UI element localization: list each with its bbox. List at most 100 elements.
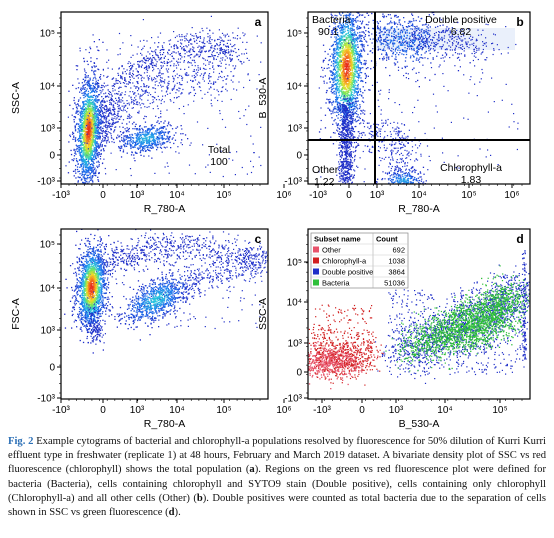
- event-dot: [86, 178, 88, 180]
- event-dot: [337, 32, 339, 34]
- event-dot: [329, 81, 331, 83]
- event-dot: [112, 114, 114, 116]
- event-dot: [191, 86, 193, 88]
- event-dot: [81, 163, 83, 165]
- event-dot: [75, 153, 77, 155]
- event-dot: [85, 166, 87, 169]
- event-dot: [128, 95, 130, 97]
- event-dot: [90, 146, 92, 148]
- event-dot: [148, 136, 150, 138]
- event-dot: [119, 135, 121, 137]
- event-dot: [94, 98, 96, 101]
- event-dot: [334, 23, 336, 25]
- event-dot: [95, 169, 97, 171]
- event-dot: [220, 62, 222, 64]
- event-dot: [197, 54, 199, 56]
- event-dot: [73, 116, 75, 118]
- event-dot: [83, 94, 86, 96]
- event-dot: [342, 73, 344, 75]
- event-dot: [67, 116, 69, 118]
- event-dot: [97, 153, 99, 156]
- event-dot: [90, 57, 92, 59]
- event-dot: [82, 105, 84, 107]
- event-dot: [74, 102, 76, 104]
- event-dot: [93, 104, 95, 106]
- event-dot: [87, 103, 89, 105]
- event-dot: [330, 136, 332, 138]
- event-dot: [143, 84, 145, 86]
- event-dot: [167, 131, 169, 133]
- event-dot: [354, 89, 356, 91]
- event-dot: [334, 77, 336, 79]
- event-dot: [147, 146, 149, 149]
- event-dot: [330, 110, 332, 112]
- event-dot: [93, 149, 95, 151]
- event-dot: [175, 92, 177, 94]
- event-dot: [78, 99, 80, 101]
- event-dot: [97, 166, 99, 169]
- event-dot: [190, 91, 192, 94]
- event-dot: [212, 32, 214, 34]
- event-dot: [357, 55, 359, 58]
- event-dot: [82, 103, 85, 105]
- event-dot: [196, 53, 198, 55]
- event-dot: [83, 150, 85, 152]
- event-dot: [124, 109, 126, 111]
- event-dot: [237, 27, 239, 29]
- event-dot: [219, 75, 221, 78]
- event-dot: [163, 122, 165, 124]
- event-dot: [139, 125, 141, 128]
- event-dot: [84, 137, 86, 139]
- event-dot: [122, 151, 124, 153]
- event-dot: [334, 31, 336, 33]
- event-dot: [191, 53, 193, 56]
- event-dot: [130, 87, 132, 89]
- event-dot: [256, 88, 258, 90]
- event-dot: [86, 131, 88, 133]
- event-dot: [90, 134, 92, 137]
- event-dot: [69, 104, 71, 106]
- event-dot: [119, 141, 121, 143]
- event-dot: [166, 136, 169, 138]
- event-dot: [187, 138, 189, 140]
- event-dot: [131, 134, 134, 136]
- event-dot: [83, 137, 85, 139]
- event-dot: [160, 116, 162, 118]
- event-dot: [202, 48, 204, 50]
- event-dot: [84, 120, 86, 122]
- event-dot: [80, 115, 82, 117]
- event-dot: [346, 26, 348, 28]
- event-dot: [84, 147, 86, 149]
- event-dot: [353, 62, 355, 64]
- event-dot: [91, 119, 93, 121]
- event-dot: [153, 140, 156, 142]
- event-dot: [88, 161, 90, 163]
- event-dot: [90, 118, 92, 120]
- event-dot: [78, 176, 81, 179]
- event-dot: [343, 34, 345, 37]
- event-dot: [166, 87, 168, 89]
- event-dot: [209, 49, 211, 51]
- event-dot: [101, 99, 104, 101]
- event-dot: [102, 122, 104, 124]
- event-dot: [349, 129, 351, 132]
- event-dot: [94, 100, 96, 102]
- event-dot: [74, 170, 76, 172]
- event-dot: [88, 96, 91, 98]
- event-dot: [92, 165, 95, 167]
- event-dot: [137, 139, 139, 141]
- event-dot: [357, 91, 359, 94]
- event-dot: [170, 46, 172, 48]
- event-dot: [83, 105, 85, 107]
- x-tick-label: -10³: [52, 190, 70, 201]
- event-dot: [91, 133, 93, 135]
- event-dot: [214, 81, 217, 83]
- event-dot: [137, 77, 139, 79]
- event-dot: [365, 74, 367, 76]
- event-dot: [100, 120, 102, 122]
- event-dot: [152, 51, 154, 53]
- event-dot: [86, 207, 87, 208]
- event-dot: [112, 109, 114, 111]
- event-dot: [162, 143, 164, 145]
- event-dot: [97, 130, 99, 132]
